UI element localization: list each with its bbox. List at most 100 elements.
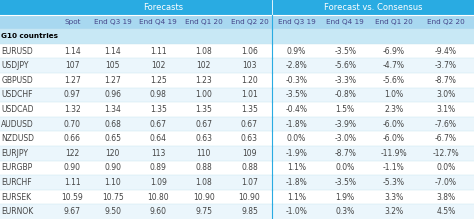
- Text: 103: 103: [242, 61, 257, 70]
- Text: -5.3%: -5.3%: [383, 178, 405, 187]
- Text: 1.07: 1.07: [241, 178, 258, 187]
- Text: 1.1%: 1.1%: [287, 193, 306, 202]
- Text: 4.5%: 4.5%: [437, 207, 456, 216]
- Text: 10.90: 10.90: [238, 193, 260, 202]
- Text: 0.0%: 0.0%: [437, 163, 456, 172]
- Text: -7.6%: -7.6%: [435, 120, 457, 129]
- Text: 1.11: 1.11: [64, 178, 81, 187]
- Text: -3.3%: -3.3%: [334, 76, 356, 85]
- Text: 1.27: 1.27: [104, 76, 121, 85]
- Text: End Q2 20: End Q2 20: [427, 19, 465, 25]
- Bar: [0, 15, 474, 29]
- Text: -3.5%: -3.5%: [334, 47, 356, 56]
- Bar: [0, 0, 474, 15]
- Text: 1.00: 1.00: [195, 90, 212, 99]
- Text: 0.67: 0.67: [195, 120, 212, 129]
- Text: EURJPY: EURJPY: [1, 149, 28, 158]
- Text: NZDUSD: NZDUSD: [1, 134, 35, 143]
- Text: 0.9%: 0.9%: [287, 47, 306, 56]
- Text: 109: 109: [242, 149, 257, 158]
- Text: -0.8%: -0.8%: [334, 90, 356, 99]
- Text: -11.9%: -11.9%: [381, 149, 407, 158]
- Text: 1.32: 1.32: [64, 105, 81, 114]
- Bar: [0, 204, 474, 219]
- Text: G10 countries: G10 countries: [1, 34, 58, 39]
- Text: 0.89: 0.89: [150, 163, 167, 172]
- Text: EURSEK: EURSEK: [1, 193, 32, 202]
- Text: 3.8%: 3.8%: [437, 193, 456, 202]
- Text: 102: 102: [151, 61, 165, 70]
- Text: 9.50: 9.50: [104, 207, 121, 216]
- Text: 0.66: 0.66: [64, 134, 81, 143]
- Text: 1.10: 1.10: [104, 178, 121, 187]
- Text: 1.35: 1.35: [195, 105, 212, 114]
- Text: 0.64: 0.64: [150, 134, 167, 143]
- Text: -6.9%: -6.9%: [383, 47, 405, 56]
- Bar: [0, 190, 474, 204]
- Bar: [0, 102, 474, 117]
- Text: 1.23: 1.23: [195, 76, 212, 85]
- Text: End Q3 19: End Q3 19: [94, 19, 132, 25]
- Text: -1.1%: -1.1%: [383, 163, 405, 172]
- Bar: [0, 88, 474, 102]
- Text: -6.0%: -6.0%: [383, 120, 405, 129]
- Text: -1.8%: -1.8%: [286, 120, 308, 129]
- Text: 3.2%: 3.2%: [384, 207, 403, 216]
- Text: -4.7%: -4.7%: [383, 61, 405, 70]
- Text: 122: 122: [65, 149, 80, 158]
- Text: USDCHF: USDCHF: [1, 90, 33, 99]
- Text: 1.14: 1.14: [64, 47, 81, 56]
- Text: 1.35: 1.35: [241, 105, 258, 114]
- Text: -3.9%: -3.9%: [334, 120, 356, 129]
- Text: 1.01: 1.01: [241, 90, 258, 99]
- Text: End Q4 19: End Q4 19: [139, 19, 177, 25]
- Text: 1.08: 1.08: [195, 178, 212, 187]
- Bar: [0, 131, 474, 146]
- Text: EURUSD: EURUSD: [1, 47, 33, 56]
- Text: 0.97: 0.97: [64, 90, 81, 99]
- Text: -9.4%: -9.4%: [435, 47, 457, 56]
- Text: 1.25: 1.25: [150, 76, 167, 85]
- Text: 105: 105: [106, 61, 120, 70]
- Text: End Q1 20: End Q1 20: [375, 19, 413, 25]
- Text: 1.06: 1.06: [241, 47, 258, 56]
- Text: 102: 102: [197, 61, 211, 70]
- Text: 1.14: 1.14: [104, 47, 121, 56]
- Text: -5.6%: -5.6%: [383, 76, 405, 85]
- Bar: [0, 117, 474, 131]
- Text: 3.0%: 3.0%: [437, 90, 456, 99]
- Text: 1.11: 1.11: [150, 47, 167, 56]
- Text: 0.67: 0.67: [150, 120, 167, 129]
- Text: -0.3%: -0.3%: [285, 76, 308, 85]
- Text: 2.3%: 2.3%: [384, 105, 403, 114]
- Text: -1.0%: -1.0%: [286, 207, 308, 216]
- Text: 0.68: 0.68: [104, 120, 121, 129]
- Text: 10.59: 10.59: [62, 193, 83, 202]
- Text: 0.98: 0.98: [150, 90, 167, 99]
- Text: 1.08: 1.08: [195, 47, 212, 56]
- Text: 1.1%: 1.1%: [287, 163, 306, 172]
- Text: USDCAD: USDCAD: [1, 105, 34, 114]
- Text: 0.88: 0.88: [241, 163, 258, 172]
- Text: 10.90: 10.90: [193, 193, 215, 202]
- Text: 113: 113: [151, 149, 165, 158]
- Bar: [0, 146, 474, 161]
- Text: 0.67: 0.67: [241, 120, 258, 129]
- Text: USDJPY: USDJPY: [1, 61, 29, 70]
- Text: 107: 107: [65, 61, 80, 70]
- Text: End Q1 20: End Q1 20: [185, 19, 223, 25]
- Text: End Q2 20: End Q2 20: [230, 19, 268, 25]
- Text: 9.60: 9.60: [150, 207, 167, 216]
- Text: -5.6%: -5.6%: [334, 61, 356, 70]
- Text: End Q3 19: End Q3 19: [278, 19, 315, 25]
- Text: 10.75: 10.75: [102, 193, 124, 202]
- Text: 1.09: 1.09: [150, 178, 167, 187]
- Text: EURGBP: EURGBP: [1, 163, 33, 172]
- Text: Forecast vs. Consensus: Forecast vs. Consensus: [324, 3, 422, 12]
- Text: 0.65: 0.65: [104, 134, 121, 143]
- Text: 0.0%: 0.0%: [287, 134, 306, 143]
- Text: 1.0%: 1.0%: [384, 90, 403, 99]
- Text: -6.0%: -6.0%: [383, 134, 405, 143]
- Text: 110: 110: [197, 149, 211, 158]
- Text: -2.8%: -2.8%: [286, 61, 308, 70]
